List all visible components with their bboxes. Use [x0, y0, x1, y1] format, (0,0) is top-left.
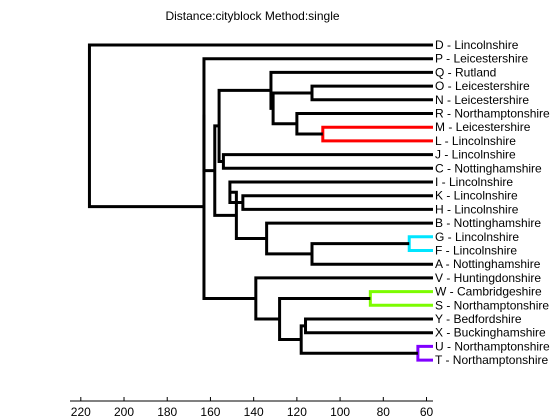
dendrogram-link-m19	[299, 324, 418, 355]
leaf-label-s-northamptonshire: S - Northamptonshire	[435, 298, 549, 312]
x-tick-label-100: 100	[330, 405, 350, 419]
dendrogram-link-m4	[416, 344, 433, 362]
leaf-label-r-northamptonshire: R - Northamptonshire	[435, 107, 550, 121]
dendrogram-links	[87, 43, 433, 362]
leaf-label-n-leicestershire: N - Leicestershire	[435, 93, 529, 107]
leaf-label-p-leicestershire: P - Leicestershire	[435, 52, 528, 66]
x-axis: 220 200 180 160 140 120 100 80 60	[70, 397, 434, 419]
dendrogram-link-m12	[228, 180, 433, 205]
leaf-label-x-buckinghamshire: X - Buckinghamshire	[435, 326, 546, 340]
x-tick-label-200: 200	[114, 405, 134, 419]
leaf-label-a-nottinghamshire: A - Nottinghamshire	[435, 257, 541, 271]
leaf-label-g-lincolnshire: G - Lincolnshire	[435, 230, 519, 244]
x-tick-label-120: 120	[287, 405, 307, 419]
x-tick-label-140: 140	[244, 405, 264, 419]
leaf-label-v-huntingdonshire: V - Huntingdonshire	[435, 271, 541, 285]
x-tick-label-160: 160	[200, 405, 220, 419]
x-tick-label-80: 80	[377, 405, 391, 419]
leaf-label-i-lincolnshire: I - Lincolnshire	[435, 175, 513, 189]
x-tick-label-60: 60	[420, 405, 434, 419]
leaf-label-f-lincolnshire: F - Lincolnshire	[435, 244, 517, 258]
leaf-label-b-nottinghamshire: B - Nottinghamshire	[435, 216, 541, 230]
dendrogram-link-m10	[217, 88, 271, 163]
leaf-label-d-lincolnshire: D - Lincolnshire	[435, 38, 519, 52]
leaf-label-w-cambridgeshire: W - Cambridgeshire	[435, 285, 542, 299]
leaf-label-l-lincolnshire: L - Lincolnshire	[435, 134, 516, 148]
chart-title: Distance:cityblock Method:single	[165, 9, 340, 23]
dendrogram-link-m7	[271, 91, 312, 126]
x-tick-label-180: 180	[157, 405, 177, 419]
leaf-label-t-northamptonshire: T - Northamptonshire	[435, 353, 548, 367]
dendrogram-link-m3	[368, 290, 433, 307]
dendrogram-link-m6	[295, 112, 433, 136]
leaf-label-k-lincolnshire: K - Lincolnshire	[435, 189, 518, 203]
dendrogram-link-m23	[87, 43, 433, 209]
dendrogram-link-m8	[269, 70, 433, 110]
dendrogram-link-m18	[304, 317, 433, 335]
x-tick-label-220: 220	[71, 405, 91, 419]
leaf-label-j-lincolnshire: J - Lincolnshire	[435, 148, 516, 162]
leaf-label-m-leicestershire: M - Leicestershire	[435, 120, 531, 134]
leaf-label-q-rutland: Q - Rutland	[435, 65, 496, 79]
dendrogram-link-m1	[321, 125, 433, 143]
dendrogram-link-m9	[221, 153, 433, 170]
leaf-label-c-nottinghamshire: C - Nottinghamshire	[435, 161, 542, 175]
dendrogram-link-m2	[407, 235, 433, 252]
dendrogram-link-m11	[241, 194, 433, 211]
dendrogram-link-m5	[310, 84, 433, 102]
leaf-label-o-leicestershire: O - Leicestershire	[435, 79, 530, 93]
leaf-label-u-northamptonshire: U - Northamptonshire	[435, 339, 550, 353]
dendrogram-link-m13	[310, 242, 433, 266]
leaf-label-y-bedfordshire: Y - Bedfordshire	[435, 312, 522, 326]
dendrogram-link-m22	[202, 114, 256, 300]
leaf-label-h-lincolnshire: H - Lincolnshire	[435, 202, 519, 216]
